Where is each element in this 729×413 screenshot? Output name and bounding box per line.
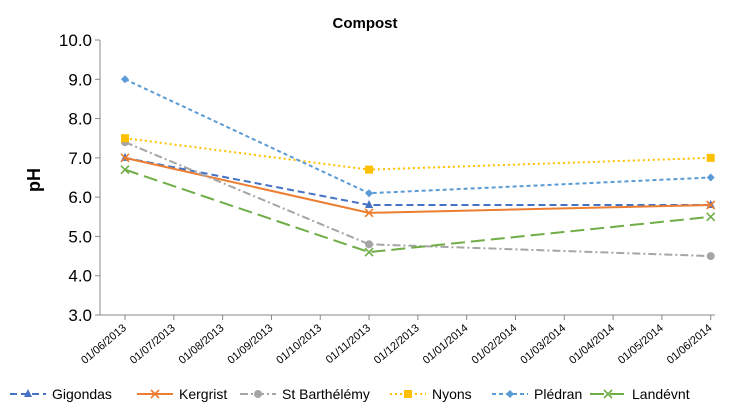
series-line — [124, 137, 711, 171]
axes: 3.0 4.0 5.0 6.0 7.0 8.0 9.0 10.0 01/06/201301/07… — [59, 31, 715, 367]
data-point — [121, 75, 129, 84]
legend-marker — [24, 389, 32, 397]
data-point — [706, 252, 715, 261]
legend-label: Plédran — [534, 386, 582, 402]
x-tick-label: 01/11/2013 — [324, 322, 373, 366]
y-tick-label: 7.0 — [68, 149, 92, 168]
series-line — [124, 168, 711, 254]
legend-item: Plédran — [492, 386, 582, 402]
y-tick-label: 10.0 — [59, 31, 92, 50]
legend-marker — [603, 389, 613, 399]
legend-item: Landévnt — [590, 386, 690, 402]
data-point — [706, 153, 715, 162]
x-tick-label: 01/02/2014 — [470, 322, 520, 367]
legend-marker — [150, 389, 160, 399]
y-tick-label: 9.0 — [68, 70, 92, 89]
series-4 — [121, 75, 715, 198]
legend-marker — [506, 390, 514, 398]
y-tick-label: 3.0 — [68, 306, 92, 325]
legend-marker — [254, 390, 262, 398]
legend: Gigondas Kergrist St Barthélémy Nyons Plédra… — [10, 386, 690, 402]
series-line — [124, 156, 711, 206]
x-tick-label: 01/05/2014 — [616, 322, 666, 367]
series-5 — [120, 165, 716, 257]
series-1 — [120, 153, 716, 218]
data-point — [365, 165, 374, 174]
series-line — [124, 78, 711, 195]
data-point — [365, 189, 374, 198]
data-point — [706, 200, 716, 210]
series-3 — [121, 134, 715, 174]
x-tick-label: 01/10/2013 — [274, 322, 324, 367]
x-tick-label: 01/01/2014 — [421, 322, 471, 367]
legend-item: Nyons — [390, 386, 472, 402]
chart-title: Compost — [333, 15, 398, 32]
legend-item: St Barthélémy — [240, 386, 370, 402]
data-point — [364, 247, 374, 257]
series-layer — [120, 75, 716, 261]
data-point — [706, 212, 716, 222]
data-point — [706, 173, 715, 182]
x-tick-label: 01/07/2013 — [128, 322, 178, 367]
data-point — [121, 134, 129, 143]
data-point — [120, 153, 130, 163]
legend-label: Gigondas — [52, 386, 112, 402]
data-point — [365, 240, 374, 249]
series-line — [124, 141, 711, 258]
y-tick-label: 8.0 — [68, 110, 92, 129]
x-tick-label: 01/06/2013 — [79, 322, 129, 367]
legend-label: St Barthélémy — [282, 386, 370, 402]
legend-label: Kergrist — [179, 386, 227, 402]
data-point — [365, 200, 374, 208]
x-tick-label: 01/06/2014 — [665, 322, 715, 367]
x-tick-label: 01/09/2013 — [225, 322, 275, 367]
x-tick-label: 01/08/2013 — [177, 322, 227, 367]
y-tick-label: 4.0 — [68, 267, 92, 286]
data-point — [120, 165, 130, 175]
legend-label: Landévnt — [632, 386, 690, 402]
y-axis-label: pH — [24, 168, 44, 192]
x-tick-label: 01/12/2013 — [372, 322, 422, 367]
legend-item: Kergrist — [137, 386, 227, 402]
data-point — [364, 208, 374, 218]
legend-item: Gigondas — [10, 386, 112, 402]
legend-marker — [404, 390, 412, 398]
legend-label: Nyons — [432, 386, 472, 402]
x-tick-label: 01/03/2014 — [518, 322, 568, 367]
y-tick-label: 6.0 — [68, 188, 92, 207]
y-tick-label: 5.0 — [68, 227, 92, 246]
x-tick-label: 01/04/2014 — [567, 322, 617, 367]
